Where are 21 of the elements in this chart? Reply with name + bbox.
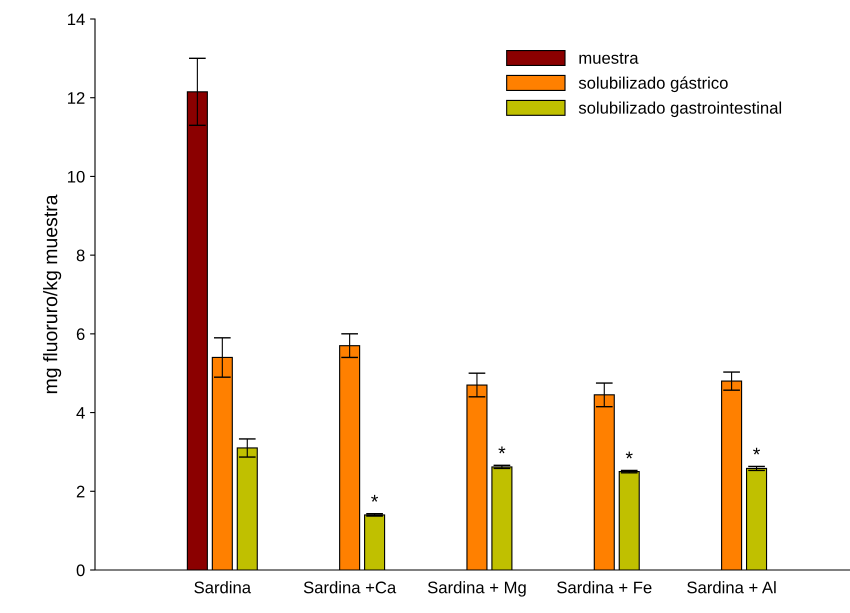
x-tick-label: Sardina + Mg bbox=[428, 581, 526, 597]
x-tick-label: Sardina + Al bbox=[687, 581, 776, 594]
data-label: * bbox=[371, 494, 378, 502]
legend-label: solubilizado gástrico bbox=[578, 76, 728, 92]
y-tick-label: 8 bbox=[76, 250, 85, 262]
x-tick-label: Sardina + Fe bbox=[557, 581, 652, 594]
y-tick-label: 2 bbox=[76, 486, 84, 498]
y-tick-label: 12 bbox=[68, 92, 84, 104]
y-axis-title: mg fluoruro/kg muestra bbox=[43, 194, 62, 394]
y-tick-label: 0 bbox=[76, 564, 85, 576]
x-tick-label: Sardina +Ca bbox=[304, 581, 396, 594]
y-tick-label: 6 bbox=[76, 328, 85, 340]
data-label: * bbox=[753, 448, 760, 455]
data-label: * bbox=[498, 446, 506, 454]
data-label: * bbox=[626, 452, 633, 458]
legend-label: solubilizado gastrointestinal bbox=[578, 102, 782, 118]
y-tick-label: 10 bbox=[68, 170, 85, 183]
x-tick-label: Sardina bbox=[194, 581, 252, 594]
y-tick-label: 14 bbox=[68, 14, 85, 26]
y-tick-label: 4 bbox=[76, 407, 85, 419]
legend-label: muestra bbox=[579, 52, 639, 64]
